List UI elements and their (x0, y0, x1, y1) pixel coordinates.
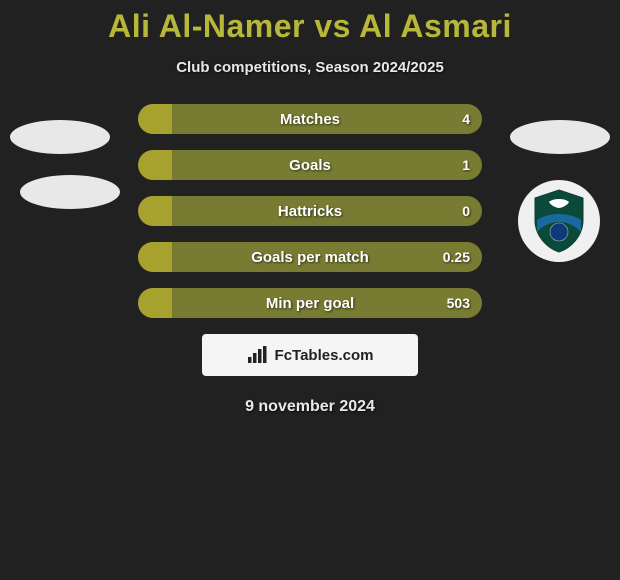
bar-label: Matches (138, 104, 482, 134)
bar-value-right: 0.25 (443, 242, 470, 272)
stat-bar: Goals per match0.25 (138, 242, 482, 272)
player-left-badge-2 (20, 175, 120, 209)
bar-label: Goals (138, 150, 482, 180)
bar-value-right: 0 (462, 196, 470, 226)
stat-bar: Goals1 (138, 150, 482, 180)
stat-bar: Matches4 (138, 104, 482, 134)
shield-icon (531, 188, 587, 254)
stats-bars: Matches4Goals1Hattricks0Goals per match0… (138, 104, 482, 318)
bars-icon (247, 346, 269, 364)
page-title: Ali Al-Namer vs Al Asmari (0, 0, 620, 45)
bar-value-right: 4 (462, 104, 470, 134)
player-right-badge-1 (510, 120, 610, 154)
bar-value-right: 503 (447, 288, 470, 318)
attribution-text: FcTables.com (275, 347, 374, 364)
bar-label: Goals per match (138, 242, 482, 272)
bar-value-right: 1 (462, 150, 470, 180)
club-badge-right (518, 180, 600, 262)
page-subtitle: Club competitions, Season 2024/2025 (0, 59, 620, 76)
bar-label: Min per goal (138, 288, 482, 318)
bar-label: Hattricks (138, 196, 482, 226)
stat-bar: Hattricks0 (138, 196, 482, 226)
attribution: FcTables.com (202, 334, 418, 376)
stat-bar: Min per goal503 (138, 288, 482, 318)
player-left-badge-1 (10, 120, 110, 154)
date-label: 9 november 2024 (0, 398, 620, 416)
